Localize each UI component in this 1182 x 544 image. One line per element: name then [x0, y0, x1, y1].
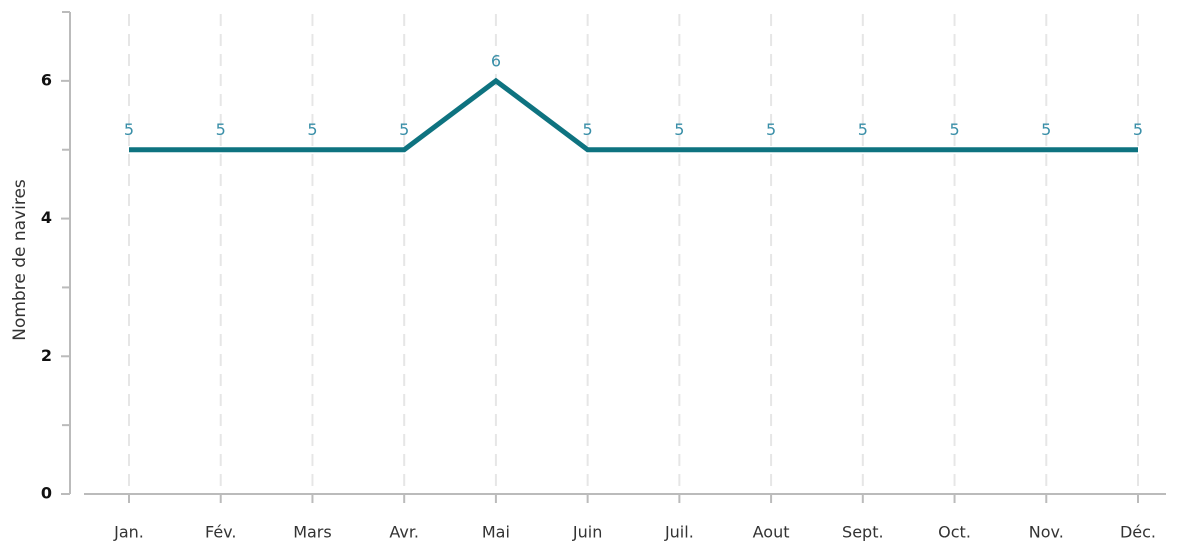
x-tick-label: Déc.: [1120, 523, 1156, 542]
y-tick-label: 4: [41, 208, 52, 227]
y-tick-label: 6: [41, 70, 52, 89]
x-tick-label: Oct.: [938, 523, 971, 542]
data-label: 5: [1041, 120, 1051, 139]
data-label: 5: [674, 120, 684, 139]
data-label: 5: [399, 120, 409, 139]
y-tick-label: 2: [41, 346, 52, 365]
data-label: 5: [216, 120, 226, 139]
series-line: [129, 77, 1138, 153]
data-label: 5: [766, 120, 776, 139]
x-tick-label: Mai: [482, 523, 510, 542]
x-tick-label: Fév.: [205, 523, 236, 542]
x-tick-label: Aout: [753, 523, 790, 542]
data-label: 5: [949, 120, 959, 139]
x-tick-label: Juil.: [664, 523, 694, 542]
data-label: 5: [858, 120, 868, 139]
x-tick-label: Sept.: [842, 523, 884, 542]
x-tick-label: Juin: [572, 523, 602, 542]
x-tick-label: Nov.: [1029, 523, 1064, 542]
data-label: 6: [491, 51, 501, 70]
y-axis-label: Nombre de navires: [10, 179, 30, 341]
x-tick-label: Jan.: [113, 523, 144, 542]
data-label: 5: [124, 120, 134, 139]
y-tick-label: 0: [41, 484, 52, 503]
x-tick-label: Mars: [293, 523, 332, 542]
data-label: 5: [1133, 120, 1143, 139]
data-label: 5: [307, 120, 317, 139]
data-label: 5: [583, 120, 593, 139]
x-tick-label: Avr.: [389, 523, 419, 542]
